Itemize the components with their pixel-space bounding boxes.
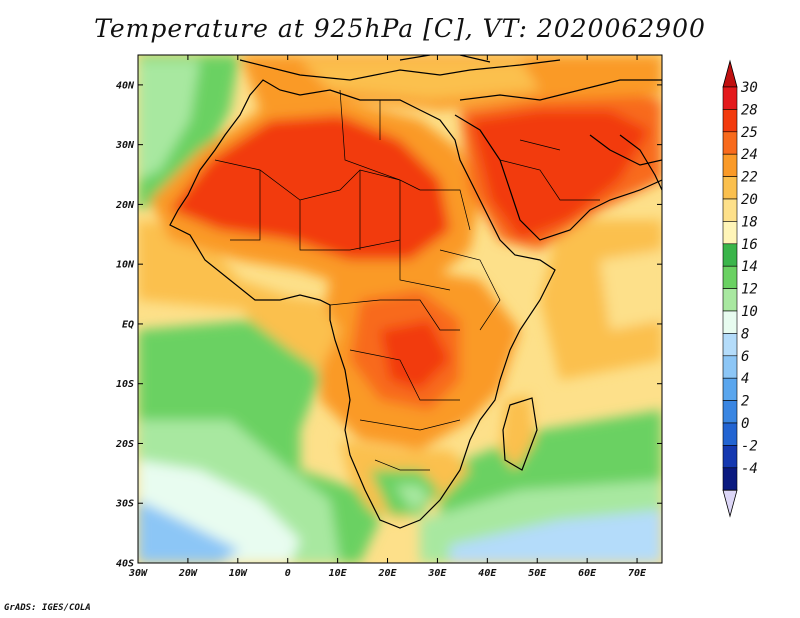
colorbar-label: 20 — [741, 192, 758, 208]
colorbar-label: 4 — [741, 371, 749, 387]
colorbar-swatch — [722, 310, 738, 334]
lat-tick-label: 30N — [115, 140, 135, 151]
colorbar-swatch — [722, 288, 738, 312]
chart-title: Temperature at 925hPa [C], VT: 202006290… — [94, 14, 706, 43]
colorbar-label: 16 — [741, 237, 758, 253]
lon-tick-label: 70E — [628, 568, 647, 579]
lon-tick-label: 50E — [528, 568, 547, 579]
colorbar-label: 14 — [741, 259, 758, 275]
country-borders — [214, 89, 600, 471]
grads-credit: GrADS: IGES/COLA — [4, 603, 91, 613]
lon-tick-label: 10W — [229, 568, 248, 579]
colorbar-label: 28 — [741, 102, 758, 118]
lat-tick-label: 10N — [116, 260, 135, 271]
colorbar-swatch — [722, 422, 738, 446]
colorbar-label: 8 — [741, 326, 749, 342]
lat-tick-label: 30S — [115, 499, 134, 510]
colorbar-label: 25 — [741, 125, 758, 141]
lat-tick-label: 20S — [115, 439, 134, 450]
coastline — [169, 55, 662, 529]
lat-tick-label: 40S — [116, 559, 134, 570]
lat-tick-label: 10S — [116, 379, 134, 390]
colorbar-label: 30 — [740, 80, 758, 96]
colorbar-swatch — [722, 467, 738, 491]
lon-tick-label: 40E — [478, 568, 497, 579]
colorbar-label: 24 — [741, 147, 758, 163]
colorbar-swatch — [722, 109, 738, 133]
colorbar-swatch — [722, 153, 738, 177]
colorbar-label: -2 — [741, 438, 758, 454]
colorbar-label: 18 — [741, 214, 758, 230]
colorbar-label: 2 — [741, 394, 749, 410]
colorbar-swatch — [722, 243, 738, 267]
lat-tick-label: 40N — [116, 80, 135, 91]
lon-tick-label: 30W — [128, 568, 148, 579]
colorbar-swatch — [722, 86, 738, 110]
latitude-axis: 40N 30N 20N 10N EQ 10S 20S 30S 40S — [115, 80, 662, 570]
colorbar-swatch — [722, 131, 738, 155]
lon-tick-label: 0 — [285, 568, 291, 579]
colorbar-label: 6 — [741, 349, 749, 365]
map-frame — [137, 54, 663, 564]
temperature-field — [138, 55, 662, 563]
colorbar-swatch — [722, 445, 738, 469]
lon-tick-label: 20E — [377, 568, 397, 579]
colorbar-top-triangle — [722, 59, 738, 88]
colorbar-swatch — [722, 377, 738, 401]
lon-tick-label: 30E — [427, 568, 447, 579]
colorbar-swatch — [722, 355, 738, 379]
colorbar-label: 22 — [741, 170, 758, 186]
lat-tick-label: 20N — [115, 200, 135, 211]
lat-tick-label: EQ — [122, 319, 134, 330]
lon-tick-label: 10E — [329, 568, 348, 579]
lon-tick-label: 60E — [578, 568, 597, 579]
colorbar-label: -4 — [741, 461, 758, 477]
colorbar-bottom-triangle — [722, 489, 738, 518]
colorbar-swatch — [722, 198, 738, 222]
colorbar-swatch — [722, 265, 738, 289]
colorbar-swatch — [722, 333, 738, 357]
colorbar-label: 0 — [741, 416, 749, 432]
colorbar-label: 10 — [741, 304, 758, 320]
colorbar-swatch — [722, 400, 738, 424]
longitude-axis: 30W 20W 10W 0 10E 20E 30E 40E 50E 60E 70E — [128, 55, 647, 579]
colorbar-label: 12 — [741, 282, 758, 298]
colorbar-swatch — [722, 176, 738, 200]
lon-tick-label: 20W — [178, 568, 198, 579]
colorbar-swatch — [722, 221, 738, 245]
